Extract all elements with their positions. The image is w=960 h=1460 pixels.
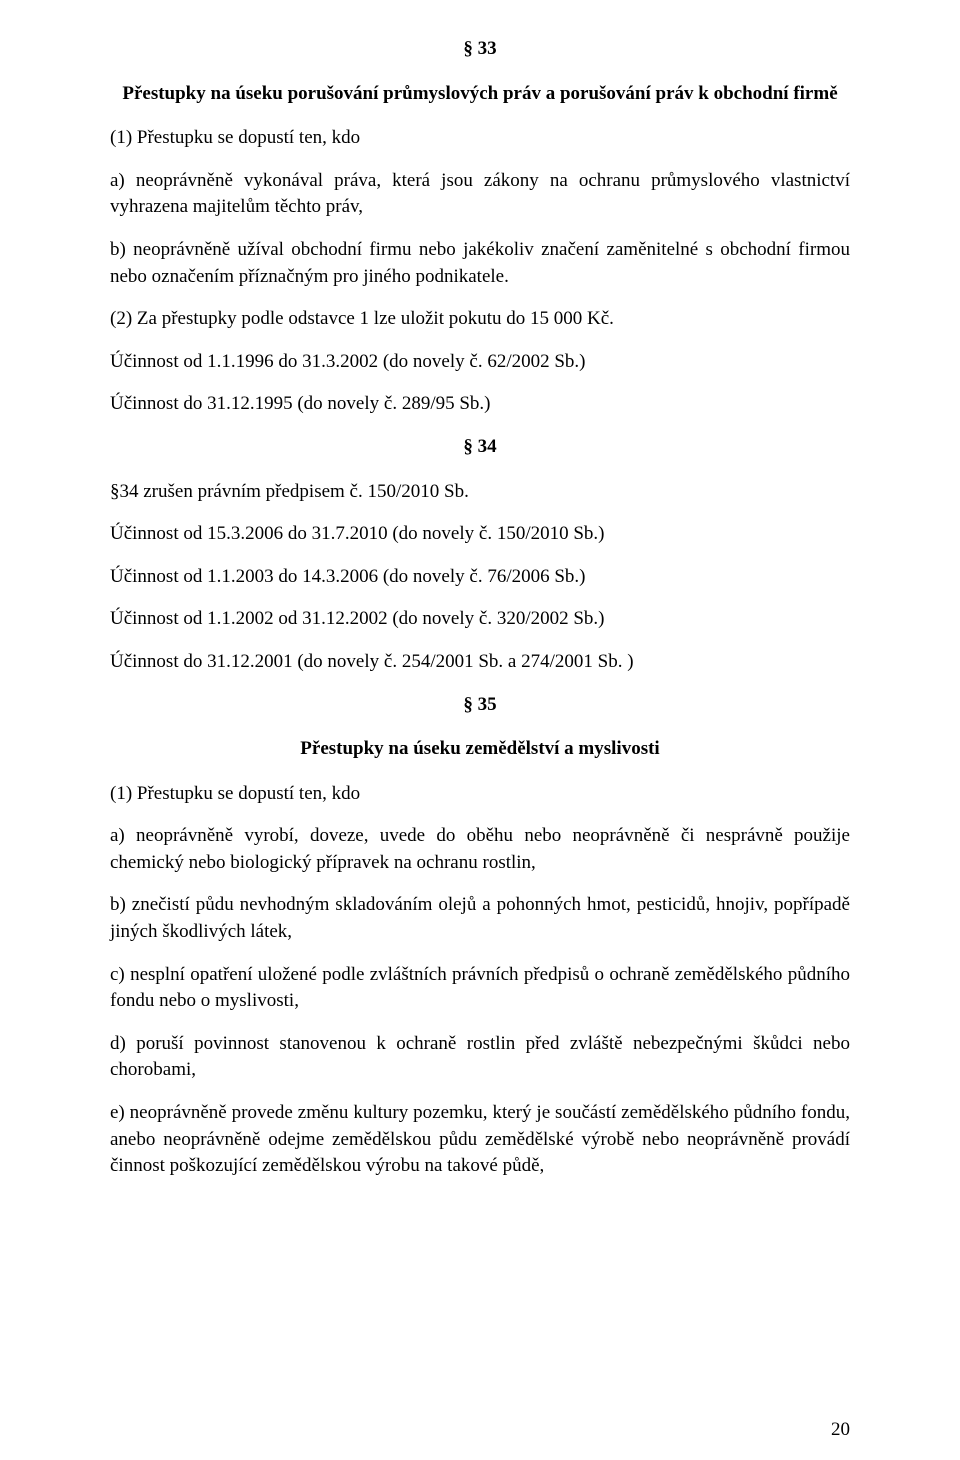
section-35-title: Přestupky na úseku zemědělství a myslivo… xyxy=(110,736,850,763)
s35-para1-c: c) nesplní opatření uložené podle zvlášt… xyxy=(110,962,850,1015)
s35-para1-d: d) poruší povinnost stanovenou k ochraně… xyxy=(110,1031,850,1084)
s33-para1-intro: (1) Přestupku se dopustí ten, kdo xyxy=(110,125,850,152)
section-33-title: Přestupky na úseku porušování průmyslový… xyxy=(110,81,850,108)
s33-effect-1: Účinnost od 1.1.1996 do 31.3.2002 (do no… xyxy=(110,349,850,376)
s33-effect-2: Účinnost do 31.12.1995 (do novely č. 289… xyxy=(110,391,850,418)
s33-para1-a: a) neoprávněně vykonával práva, která js… xyxy=(110,168,850,221)
s35-para1-intro: (1) Přestupku se dopustí ten, kdo xyxy=(110,781,850,808)
s34-effect-2: Účinnost od 1.1.2003 do 14.3.2006 (do no… xyxy=(110,564,850,591)
s34-effect-3: Účinnost od 1.1.2002 od 31.12.2002 (do n… xyxy=(110,606,850,633)
page-number: 20 xyxy=(831,1417,850,1444)
s35-para1-e: e) neoprávněně provede změnu kultury poz… xyxy=(110,1100,850,1180)
s34-canceled: §34 zrušen právním předpisem č. 150/2010… xyxy=(110,479,850,506)
section-33-number: § 33 xyxy=(110,36,850,63)
s33-para1-b: b) neoprávněně užíval obchodní firmu neb… xyxy=(110,237,850,290)
s35-para1-a: a) neoprávněně vyrobí, doveze, uvede do … xyxy=(110,823,850,876)
section-34-number: § 34 xyxy=(110,434,850,461)
s33-para2: (2) Za přestupky podle odstavce 1 lze ul… xyxy=(110,306,850,333)
s34-effect-1: Účinnost od 15.3.2006 do 31.7.2010 (do n… xyxy=(110,521,850,548)
s35-para1-b: b) znečistí půdu nevhodným skladováním o… xyxy=(110,892,850,945)
s34-effect-4: Účinnost do 31.12.2001 (do novely č. 254… xyxy=(110,649,850,676)
section-35-number: § 35 xyxy=(110,692,850,719)
